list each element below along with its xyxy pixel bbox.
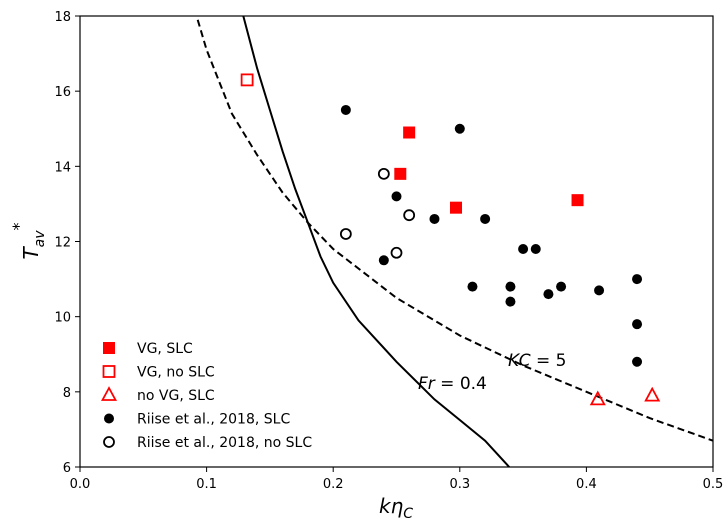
point-s3-9 [518, 244, 529, 255]
legend-label-2: no VG, SLC [137, 388, 215, 404]
point-s0-0 [394, 167, 407, 180]
legend-marker-1 [102, 365, 116, 378]
y-tick-label-0: 6 [63, 461, 71, 476]
fr-label-prefix: Fr [418, 374, 436, 394]
point-s3-6 [480, 213, 491, 224]
point-s0-3 [571, 194, 584, 207]
y-tick-label-1: 8 [63, 386, 71, 401]
legend-label-4: Riise et al., 2018, no SLC [137, 435, 312, 451]
point-s3-15 [632, 319, 643, 330]
legend: VG, SLC VG, no SLC no VG, SLC Riise et al.,… [100, 341, 312, 451]
kc-curve [196, 19, 713, 442]
point-s0-1 [403, 126, 416, 139]
kc-label-prefix: KC [508, 351, 531, 371]
point-s3-16 [632, 356, 643, 367]
y-tick-label-3: 12 [54, 236, 71, 251]
x-tick-label-3: 0.3 [449, 477, 470, 492]
point-s0-2 [450, 201, 463, 214]
point-s3-12 [556, 281, 567, 292]
point-s3-5 [467, 281, 478, 292]
y-tick-label-2: 10 [54, 311, 71, 326]
fr-curve-label: Fr = 0.4 [418, 374, 487, 394]
axis-ticks: 0.0 0.1 0.2 0.3 0.4 0.5 6 8 10 12 14 16 18 [54, 10, 723, 492]
point-s4-0 [339, 228, 352, 240]
point-s3-14 [632, 274, 643, 285]
fr-curve [242, 16, 510, 467]
y-tick-label-5: 16 [54, 85, 71, 100]
point-s3-0 [340, 104, 351, 115]
point-s3-7 [505, 281, 516, 292]
kc-label-value: = 5 [531, 351, 567, 371]
fr-label-value: = 0.4 [435, 374, 487, 394]
x-tick-label-1: 0.1 [196, 477, 217, 492]
legend-marker-3 [104, 413, 114, 424]
x-tick-label-0: 0.0 [70, 477, 91, 492]
point-s4-3 [403, 209, 416, 222]
point-s2-1 [644, 386, 661, 402]
point-s3-3 [429, 213, 440, 224]
point-s3-11 [543, 289, 554, 300]
point-s3-10 [530, 244, 541, 255]
reference-curves [196, 16, 713, 467]
point-s2-0 [589, 390, 606, 406]
point-s3-1 [378, 255, 389, 266]
point-s4-2 [390, 246, 403, 259]
data-points [240, 73, 661, 406]
y-tick-label-4: 14 [54, 160, 71, 175]
x-tick-label-5: 0.5 [703, 477, 724, 492]
legend-marker-2 [100, 386, 118, 401]
point-s4-1 [377, 167, 390, 180]
point-s3-2 [391, 191, 402, 202]
point-s3-8 [505, 296, 516, 307]
legend-label-0: VG, SLC [137, 341, 193, 357]
y-axis-title: Tav* [9, 222, 48, 259]
x-axis-title: kηC [379, 494, 413, 522]
kc-curve-label: KC = 5 [508, 351, 566, 371]
y-tick-label-6: 18 [54, 10, 71, 25]
legend-marker-4 [103, 436, 115, 448]
x-tick-label-2: 0.2 [323, 477, 344, 492]
point-s1-0 [240, 73, 254, 87]
point-s3-4 [454, 123, 465, 134]
legend-marker-0 [103, 342, 115, 354]
legend-label-3: Riise et al., 2018, SLC [137, 412, 290, 428]
x-tick-label-4: 0.4 [576, 477, 597, 492]
legend-label-1: VG, no SLC [137, 365, 215, 381]
point-s3-13 [594, 285, 605, 296]
